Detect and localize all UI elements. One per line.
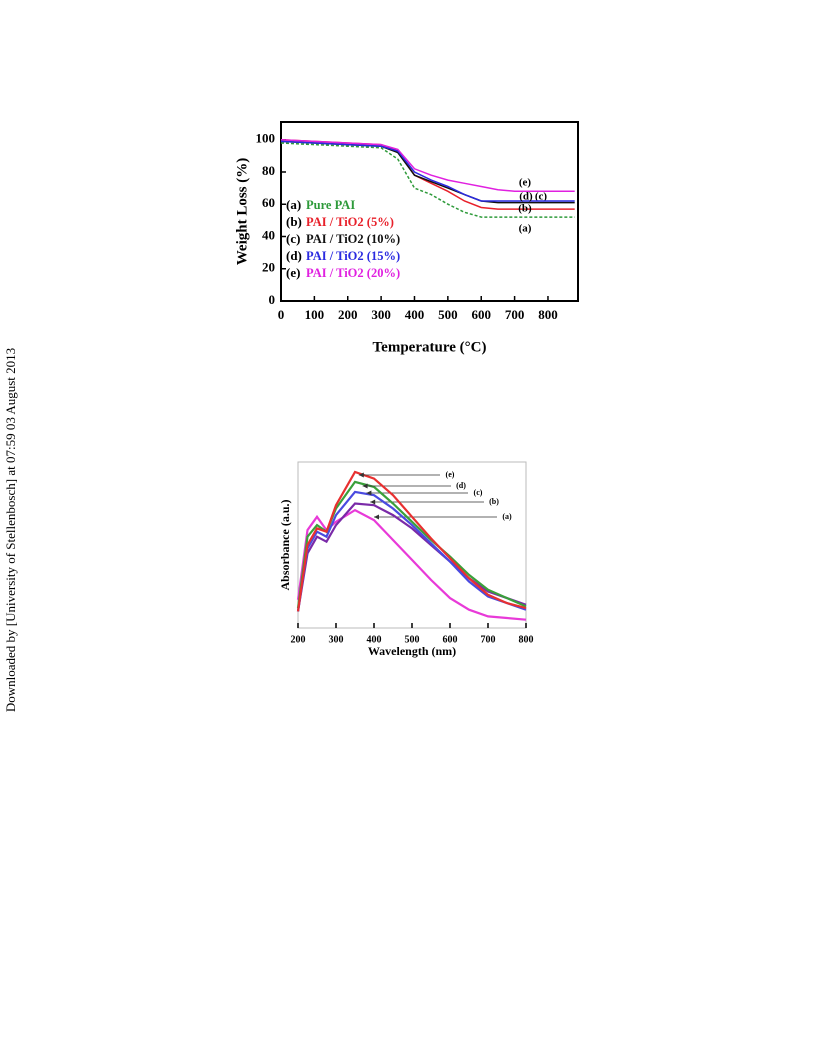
arrow-head (358, 472, 364, 478)
y-tick-label: 20 (262, 260, 275, 275)
arrow-head (370, 499, 376, 505)
series-line (280, 140, 575, 202)
series-line (280, 138, 575, 193)
download-notice: Downloaded by [University of Stellenbosc… (3, 348, 18, 712)
x-tick-label: 800 (538, 307, 558, 322)
legend-label: (a) (286, 197, 301, 212)
x-tick-label: 400 (367, 634, 382, 645)
series-line (296, 480, 527, 609)
curve-label: (d) (519, 191, 533, 203)
legend-entry: Pure PAI (306, 198, 355, 212)
legend-label: (e) (286, 265, 300, 280)
x-tick-label: 0 (278, 307, 285, 322)
x-tick-label: 300 (371, 307, 391, 322)
x-tick-label: 200 (291, 634, 306, 645)
arrow-head (374, 514, 379, 520)
curve-label: (a) (502, 512, 512, 521)
x-tick-label: 600 (443, 634, 458, 645)
legend-entry: PAI / TiO2 (5%) (306, 215, 394, 229)
x-tick-label: 400 (405, 307, 425, 322)
curve-label: (c) (535, 191, 548, 203)
curve-label: (b) (489, 497, 499, 506)
x-tick-label: 700 (481, 634, 496, 645)
x-tick-label: 700 (505, 307, 525, 322)
curve-label: (b) (518, 203, 532, 215)
legend-entry: PAI / TiO2 (15%) (306, 249, 400, 263)
arrow-head (362, 483, 368, 489)
plot-frame (280, 121, 579, 302)
curve-label: (d) (456, 481, 466, 490)
curve-label: (a) (519, 223, 532, 235)
x-tick-label: 200 (338, 307, 358, 322)
x-tick-label: 500 (438, 307, 458, 322)
y-tick-label: 60 (262, 195, 275, 210)
y-tick-label: 0 (269, 292, 276, 307)
series-line (296, 470, 527, 612)
y-tick-label: 40 (262, 227, 275, 242)
x-tick-label: 300 (329, 634, 344, 645)
x-tick-label: 500 (405, 634, 420, 645)
y-axis-label: Absorbance (a.u.) (278, 499, 292, 590)
series-line (296, 508, 527, 621)
curve-label: (e) (446, 470, 455, 479)
x-tick-label: 800 (519, 634, 534, 645)
curve-label: (c) (474, 488, 483, 497)
legend-entry: PAI / TiO2 (10%) (306, 232, 400, 246)
x-tick-label: 100 (305, 307, 325, 322)
x-axis-label: Wavelength (nm) (368, 644, 456, 658)
y-axis-label: Weight Loss (%) (234, 158, 250, 266)
legend-label: (c) (286, 231, 300, 246)
y-tick-label: 80 (262, 163, 275, 178)
plot-frame (297, 461, 527, 629)
series-line (296, 502, 527, 612)
legend-label: (b) (286, 214, 302, 229)
legend-entry: PAI / TiO2 (20%) (306, 266, 400, 280)
series-line (296, 490, 527, 612)
legend-label: (d) (286, 248, 302, 263)
arrow-head (366, 490, 372, 496)
curve-label: (e) (519, 177, 532, 189)
x-axis-label: Temperature (°C) (373, 339, 487, 355)
series-line (280, 142, 575, 218)
y-tick-label: 100 (256, 131, 276, 146)
x-tick-label: 600 (471, 307, 491, 322)
